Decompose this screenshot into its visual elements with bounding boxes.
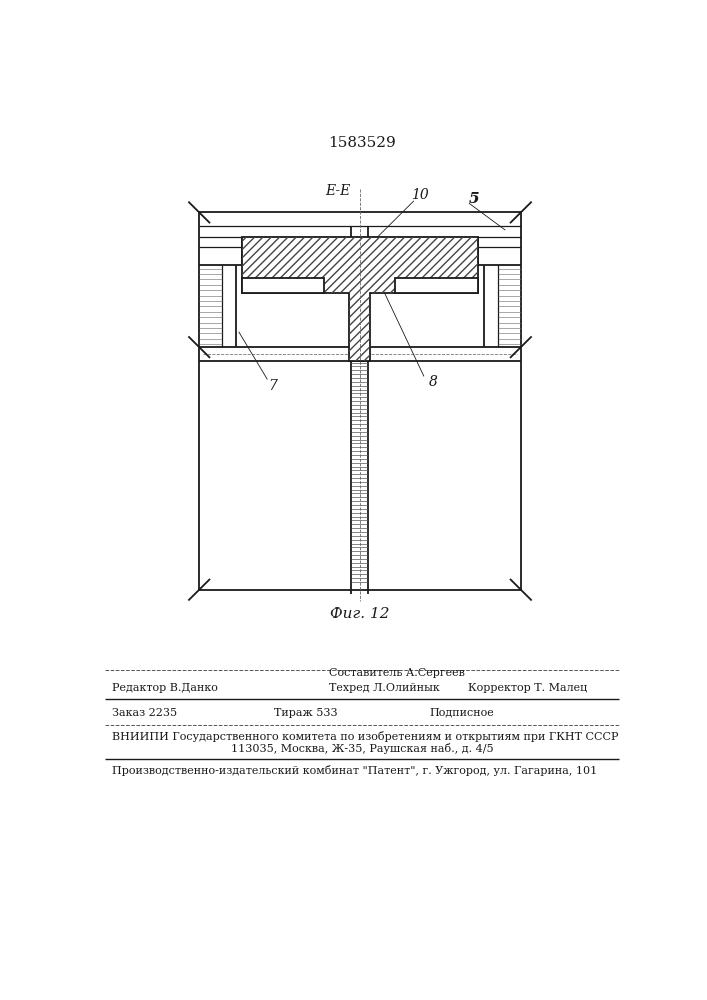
Text: 113035, Москва, Ж-35, Раушская наб., д. 4/5: 113035, Москва, Ж-35, Раушская наб., д. …: [230, 743, 493, 754]
Text: Тираж 533: Тираж 533: [274, 708, 338, 718]
Text: 8: 8: [429, 375, 438, 389]
Bar: [199, 212, 521, 590]
Text: Редактор В.Данко: Редактор В.Данко: [112, 683, 218, 693]
Polygon shape: [395, 278, 478, 293]
Text: Техред Л.Олийнык: Техред Л.Олийнык: [329, 683, 439, 693]
Polygon shape: [242, 278, 324, 293]
Polygon shape: [242, 237, 478, 361]
Text: Составитель А.Сергеев: Составитель А.Сергеев: [329, 668, 464, 678]
Text: 7: 7: [269, 379, 277, 393]
Text: 1583529: 1583529: [328, 136, 396, 150]
Text: Фиг. 12: Фиг. 12: [330, 607, 390, 621]
Text: 10: 10: [411, 188, 429, 202]
Text: Заказ 2235: Заказ 2235: [112, 708, 177, 718]
Text: Подписное: Подписное: [429, 708, 494, 718]
Text: 5: 5: [469, 192, 479, 206]
Text: Корректор Т. Малец: Корректор Т. Малец: [468, 683, 588, 693]
Text: E-E: E-E: [325, 184, 351, 198]
Text: ВНИИПИ Государственного комитета по изобретениям и открытиям при ГКНТ СССР: ВНИИПИ Государственного комитета по изоб…: [112, 730, 618, 742]
Text: Производственно-издательский комбинат "Патент", г. Ужгород, ул. Гагарина, 101: Производственно-издательский комбинат "П…: [112, 765, 597, 776]
